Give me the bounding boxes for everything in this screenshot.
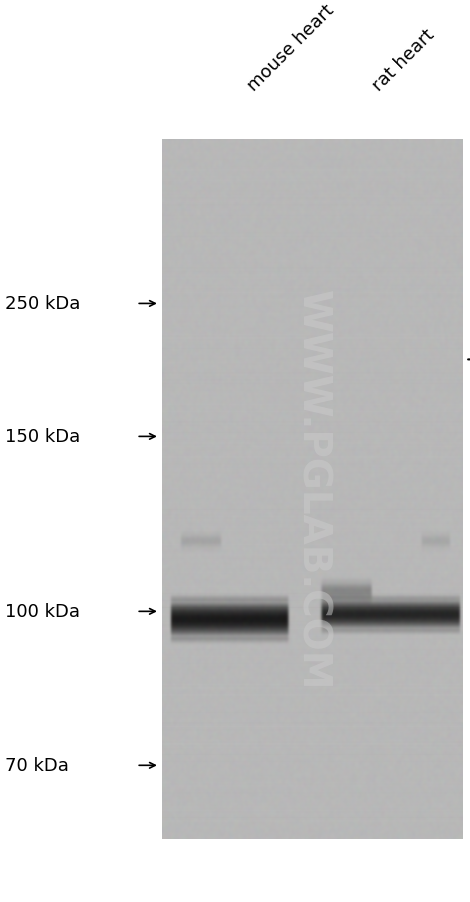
Text: WWW.PGLAB.COM: WWW.PGLAB.COM <box>294 290 331 689</box>
Text: mouse heart: mouse heart <box>244 1 338 95</box>
Text: 70 kDa: 70 kDa <box>5 757 69 775</box>
Text: 100 kDa: 100 kDa <box>5 603 80 621</box>
Text: 250 kDa: 250 kDa <box>5 295 80 313</box>
Text: rat heart: rat heart <box>369 26 438 95</box>
Text: 150 kDa: 150 kDa <box>5 428 80 446</box>
